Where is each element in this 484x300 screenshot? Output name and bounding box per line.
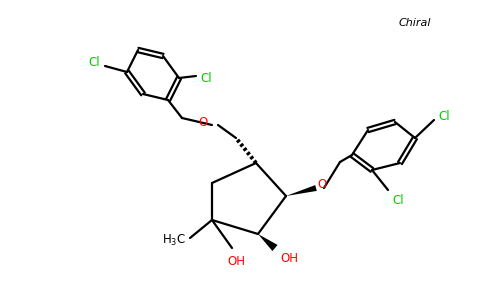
Text: O: O <box>199 116 208 128</box>
Text: Cl: Cl <box>438 110 450 122</box>
Text: Cl: Cl <box>392 194 404 207</box>
Polygon shape <box>286 185 317 196</box>
Polygon shape <box>258 234 277 251</box>
Text: Chiral: Chiral <box>399 18 431 28</box>
Text: OH: OH <box>280 252 298 265</box>
Text: Cl: Cl <box>200 71 212 85</box>
Text: H$_3$C: H$_3$C <box>162 232 186 247</box>
Text: OH: OH <box>227 255 245 268</box>
Text: O: O <box>317 178 326 190</box>
Text: Cl: Cl <box>89 56 100 68</box>
